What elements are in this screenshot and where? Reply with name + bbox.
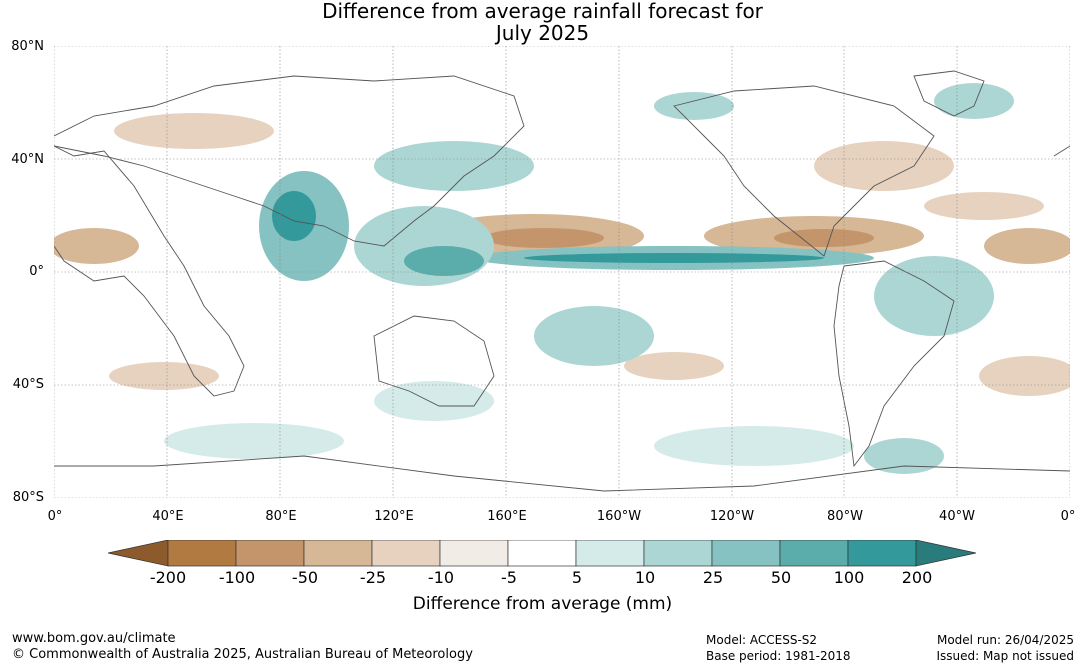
footer-model-run: Model run: 26/04/2025 xyxy=(936,633,1074,647)
legend-tick: 100 xyxy=(833,568,865,587)
lon-label-160w: 160°W xyxy=(596,509,642,524)
lon-label-0-left: 0° xyxy=(47,509,63,524)
wet-area-southern-indian xyxy=(164,423,344,459)
dry-area-africa xyxy=(54,228,139,264)
colorbar-cells xyxy=(108,540,977,567)
legend-tick: -200 xyxy=(149,568,187,587)
wet-area-east-asia xyxy=(374,141,534,191)
colorbar xyxy=(108,540,977,567)
title-line-1: Difference from average rainfall forecas… xyxy=(322,0,763,23)
colorbar-cell xyxy=(235,540,305,567)
colorbar-extend-low xyxy=(108,540,169,567)
wet-area-southern-ocean xyxy=(654,426,854,466)
wet-area-south-atlantic-south xyxy=(864,438,944,474)
lon-label-120w: 120°W xyxy=(709,509,755,524)
legend-tick: 200 xyxy=(901,568,933,587)
coast-antarctica xyxy=(54,455,1070,492)
colorbar-cell xyxy=(847,540,917,567)
legend-tick: 10 xyxy=(634,568,656,587)
coast-europe-edge xyxy=(1053,145,1070,157)
dry-area-atlantic xyxy=(984,228,1070,264)
coast-africa xyxy=(54,145,245,397)
title-line-2: July 2025 xyxy=(495,21,590,45)
lon-label-160e: 160°E xyxy=(487,509,527,524)
map-title: Difference from average rainfall forecas… xyxy=(0,0,1085,44)
dry-area-north-atlantic xyxy=(924,192,1044,220)
footer-right: Model run: 26/04/2025 Issued: Map not is… xyxy=(936,632,1074,664)
coast-north-america xyxy=(673,85,935,257)
lon-label-40e: 40°E xyxy=(152,509,184,524)
footer-url: www.bom.gov.au/climate xyxy=(12,631,176,646)
lat-label-0: 0° xyxy=(29,264,44,279)
lat-label-80n: 80°N xyxy=(11,39,44,54)
legend-tick: 25 xyxy=(702,568,724,587)
footer-model: Model: ACCESS-S2 xyxy=(706,633,818,647)
coast-australia xyxy=(373,315,495,407)
legend-tick: -5 xyxy=(501,568,517,587)
colorbar-cell xyxy=(643,540,713,567)
footer-copyright: © Commonwealth of Australia 2025, Austra… xyxy=(12,647,473,662)
lat-label-40s: 40°S xyxy=(12,377,44,392)
anomaly-areas xyxy=(54,83,1070,474)
footer-left: www.bom.gov.au/climate © Commonwealth of… xyxy=(12,631,473,663)
wet-area-greenland xyxy=(934,83,1014,119)
wet-area-alaska xyxy=(654,92,734,120)
dry-area-south-atlantic xyxy=(979,356,1070,396)
colorbar-cell xyxy=(439,540,509,567)
graticule xyxy=(54,46,1070,498)
wet-area-south-pacific xyxy=(534,306,654,366)
footer-middle: Model: ACCESS-S2 Base period: 1981-2018 xyxy=(706,632,851,664)
wet-area-west-pacific xyxy=(354,206,494,286)
legend-tick: -10 xyxy=(427,568,455,587)
lat-label-40n: 40°N xyxy=(11,152,44,167)
colorbar-cell xyxy=(779,540,849,567)
legend-title: Difference from average (mm) xyxy=(412,594,673,614)
legend-tick: -50 xyxy=(291,568,319,587)
wet-core-west-pacific xyxy=(404,246,484,276)
dry-area-north-america xyxy=(814,141,954,191)
coast-eurasia xyxy=(54,75,525,247)
legend-tick: -25 xyxy=(359,568,387,587)
colorbar-cell xyxy=(507,540,577,567)
lon-label-120e: 120°E xyxy=(374,509,414,524)
colorbar-cell xyxy=(371,540,441,567)
dry-core-central-pacific xyxy=(484,228,604,248)
colorbar-extend-high xyxy=(915,540,977,567)
dry-area-asia-north xyxy=(114,113,274,149)
legend-tick: -100 xyxy=(218,568,256,587)
legend-tick: 5 xyxy=(571,568,583,587)
colorbar-cell xyxy=(167,540,237,567)
coastlines xyxy=(54,70,1070,492)
lon-label-80w: 80°W xyxy=(827,509,863,524)
lon-label-0-right: 0° xyxy=(1060,509,1076,524)
wet-area-south-america xyxy=(874,256,994,336)
wet-core-bay-of-bengal xyxy=(272,191,316,241)
wet-core-itcz xyxy=(524,253,824,263)
footer-base-period: Base period: 1981-2018 xyxy=(706,649,851,663)
legend-tick: 50 xyxy=(770,568,792,587)
rainfall-map xyxy=(54,46,1070,498)
dry-area-south-pacific xyxy=(624,352,724,380)
lon-label-40w: 40°W xyxy=(939,509,975,524)
dry-core-east-pacific xyxy=(774,229,874,247)
footer-issued: Issued: Map not issued xyxy=(936,649,1074,663)
colorbar-cell xyxy=(575,540,645,567)
coast-greenland xyxy=(913,70,985,117)
coast-south-america xyxy=(833,260,955,468)
colorbar-cell xyxy=(303,540,373,567)
lat-label-80s: 80°S xyxy=(12,490,44,505)
dry-area-south-indian xyxy=(109,362,219,390)
lon-label-80e: 80°E xyxy=(265,509,297,524)
colorbar-cell xyxy=(711,540,781,567)
wet-area-tasman xyxy=(374,381,494,421)
